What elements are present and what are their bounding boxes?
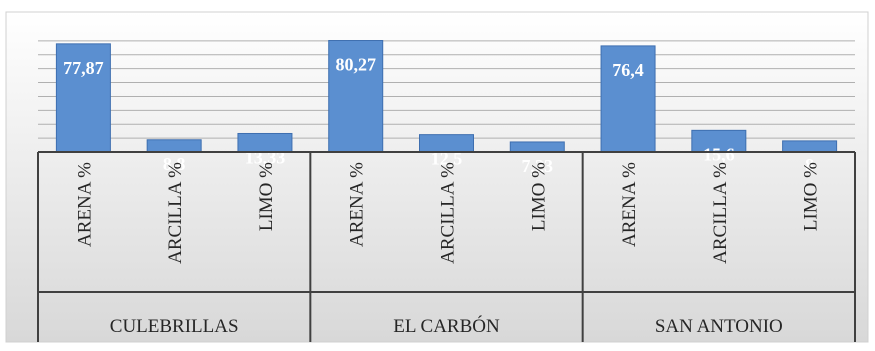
data-label: 80,27 [335,55,376,75]
data-label: 8,8 [163,154,186,174]
category-label: LIMO % [256,162,277,231]
category-label: ARCILLA % [165,162,186,264]
data-label: 77,87 [63,58,104,78]
category-label: ARCILLA % [710,162,731,264]
data-label: 8 [805,155,814,175]
chart-background [5,11,869,343]
group-label: SAN ANTONIO [655,316,783,337]
category-label: ARENA % [347,162,368,247]
data-label: 15,6 [703,144,735,164]
group-label: EL CARBÓN [393,315,500,337]
category-label: ARENA % [619,162,640,247]
bar [782,140,838,153]
bar [509,141,565,153]
data-label: 12,5 [431,149,463,169]
category-label: LIMO % [801,162,822,231]
bar [146,139,202,153]
category-label: LIMO % [528,162,549,231]
data-label: 7,23 [522,156,554,176]
category-label: ARENA % [74,162,95,247]
group-label: CULEBRILLAS [110,316,239,337]
category-label: ARCILLA % [438,162,459,264]
data-label: 76,4 [612,60,644,80]
bar [55,43,111,153]
bar [328,40,384,153]
